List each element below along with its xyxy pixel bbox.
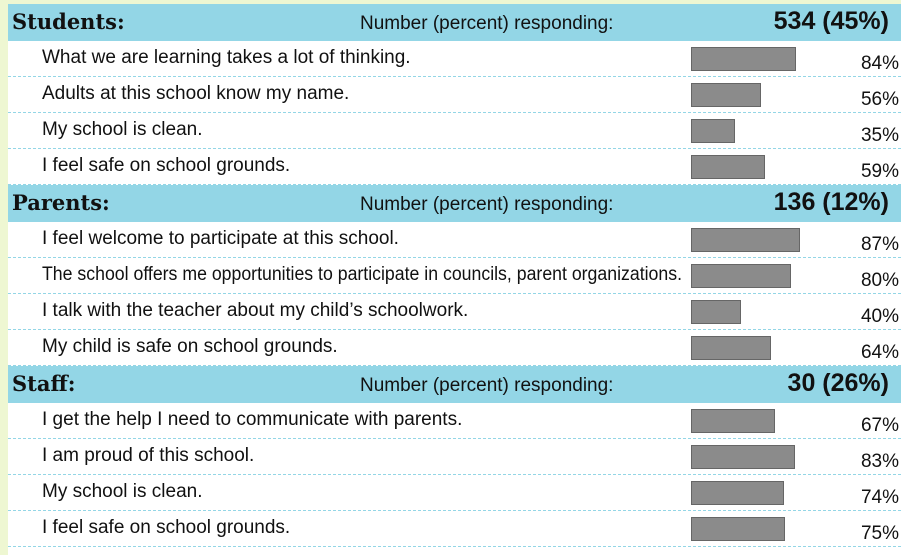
survey-row: I feel welcome to participate at this sc… xyxy=(8,222,901,258)
responding-count: 30 (26%) xyxy=(787,369,889,397)
value-label: 84% xyxy=(860,53,899,74)
bar xyxy=(691,83,761,107)
statement: My school is clean. xyxy=(42,119,203,140)
value-label: 67% xyxy=(860,415,899,436)
survey-row: My school is clean. 35% xyxy=(8,113,901,149)
statement: I talk with the teacher about my child’s… xyxy=(42,300,469,321)
value-label: 83% xyxy=(860,451,899,472)
statement: I get the help I need to communicate wit… xyxy=(42,409,463,430)
statement: I feel safe on school grounds. xyxy=(42,517,291,538)
value-label: 74% xyxy=(860,487,899,508)
bar xyxy=(691,409,775,433)
section-title: Students: xyxy=(12,9,125,34)
section-header: Parents: Number (percent) responding: 136 … xyxy=(8,185,901,222)
bar xyxy=(691,47,796,71)
bar xyxy=(691,445,795,469)
bar xyxy=(691,336,771,360)
bar xyxy=(691,517,785,541)
statement: I am proud of this school. xyxy=(42,445,255,466)
bar xyxy=(691,481,784,505)
survey-panel: Students: Number (percent) responding: 534… xyxy=(8,4,901,555)
bar xyxy=(691,119,735,143)
value-label: 56% xyxy=(860,89,899,110)
bar xyxy=(691,264,791,288)
bar xyxy=(691,155,765,179)
survey-row: I feel safe on school grounds. 59% xyxy=(8,149,901,185)
survey-row: I get the help I need to communicate wit… xyxy=(8,403,901,439)
statement: My child is safe on school grounds. xyxy=(42,336,338,357)
statement: What we are learning takes a lot of thin… xyxy=(42,47,411,68)
survey-row: I talk with the teacher about my child’s… xyxy=(8,294,901,330)
value-label: 64% xyxy=(860,342,899,363)
responding-count: 534 (45%) xyxy=(773,7,889,35)
section-title: Parents: xyxy=(12,190,110,215)
value-label: 80% xyxy=(860,270,899,291)
survey-row: My child is safe on school grounds. 64% xyxy=(8,330,901,366)
survey-row: I am proud of this school. 83% xyxy=(8,439,901,475)
section-header: Staff: Number (percent) responding: 30 (26… xyxy=(8,366,901,403)
statement: Adults at this school know my name. xyxy=(42,83,350,104)
bar xyxy=(691,300,741,324)
bar xyxy=(691,228,800,252)
responding-label: Number (percent) responding: xyxy=(360,194,614,215)
survey-row: I feel safe on school grounds. 75% xyxy=(8,511,901,547)
survey-row: Adults at this school know my name. 56% xyxy=(8,77,901,113)
statement: My school is clean. xyxy=(42,481,203,502)
statement: I feel welcome to participate at this sc… xyxy=(42,228,399,249)
section-header: Students: Number (percent) responding: 534… xyxy=(8,4,901,41)
responding-label: Number (percent) responding: xyxy=(360,375,614,396)
value-label: 75% xyxy=(860,523,899,544)
survey-row: My school is clean. 74% xyxy=(8,475,901,511)
responding-count: 136 (12%) xyxy=(773,188,889,216)
section-title: Staff: xyxy=(12,371,76,396)
statement: I feel safe on school grounds. xyxy=(42,155,291,176)
survey-row: The school offers me opportunities to pa… xyxy=(8,258,901,294)
statement: The school offers me opportunities to pa… xyxy=(42,264,682,285)
value-label: 59% xyxy=(860,161,899,182)
value-label: 87% xyxy=(860,234,899,255)
responding-label: Number (percent) responding: xyxy=(360,13,614,34)
survey-row: What we are learning takes a lot of thin… xyxy=(8,41,901,77)
value-label: 35% xyxy=(860,125,899,146)
value-label: 40% xyxy=(860,306,899,327)
